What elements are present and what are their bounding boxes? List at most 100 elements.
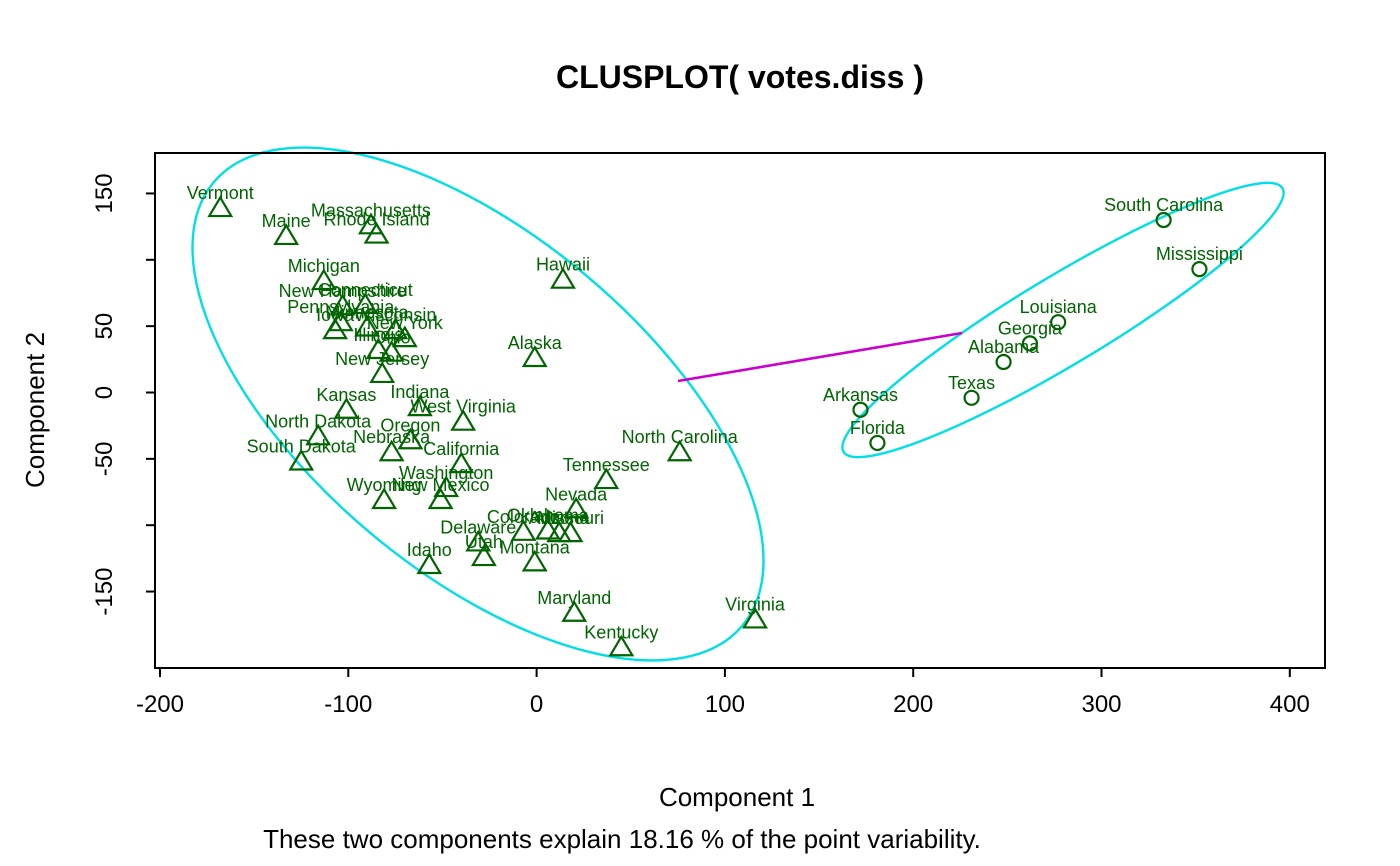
state-label: Tennessee [563,455,650,475]
state-label: Colorado [487,507,560,527]
state-marker [427,487,454,510]
state-label: Missouri [537,508,604,528]
y-axis-tick-label: 0 [91,386,118,399]
state-marker [557,520,584,543]
x-axis-tick-label: 0 [530,691,543,718]
state-label: Massachusetts [311,200,431,220]
state-label: New Jersey [335,349,429,369]
state-label: California [423,439,500,459]
y-axis-tick-label: 50 [91,313,118,340]
state-marker [963,389,980,406]
state-marker [391,325,418,348]
state-marker [433,475,460,498]
state-marker [382,317,409,340]
state-marker [550,267,576,289]
x-axis-tick-label: 200 [893,691,933,718]
state-label: Texas [948,373,995,393]
state-marker [1021,335,1039,352]
state-label: Arkansas [823,385,898,405]
state-marker [470,544,497,567]
state-label: Ohio [373,328,411,348]
state-label: Hawaii [536,255,590,275]
state-marker [608,634,635,657]
state-label: Florida [850,418,906,438]
state-label: Wyoming [347,475,422,495]
state-label: Maine [262,211,311,231]
y-axis-tick-label: -150 [91,568,118,616]
state-label: Minnesota [326,302,410,322]
state-marker [406,394,433,417]
x-axis-tick-label: 100 [705,691,745,718]
x-axis-tick-label: 300 [1081,691,1121,718]
state-marker [1191,260,1208,278]
state-marker [521,549,548,572]
state-marker [995,353,1012,371]
state-marker [369,361,396,384]
state-marker [1155,211,1172,229]
state-label: Vermont [187,183,254,203]
state-marker [305,423,332,446]
state-marker [371,487,398,510]
state-label: Virginia [725,594,786,614]
state-label: Connecticut [318,280,413,300]
state-marker [322,317,349,340]
state-label: Utah [465,532,503,552]
state-label: New Hampshire [279,281,407,301]
state-marker [354,314,381,337]
y-axis-title: Component 2 [20,332,50,488]
state-marker [378,340,405,362]
state-label: Iowa [316,305,355,325]
state-marker [563,496,590,519]
state-label: North Carolina [622,427,739,447]
state-label: Georgia [998,318,1063,338]
state-marker [465,529,492,552]
y-axis-tick-label: -50 [91,442,118,477]
state-marker [378,439,405,462]
state-label: South Carolina [1104,195,1224,215]
plot-box [154,152,1326,669]
state-label: South Dakota [247,437,357,457]
y-axis-tick-label: 150 [91,173,118,213]
cluster-connector-line [677,331,963,383]
state-label: North Dakota [265,411,372,431]
state-marker [510,519,537,541]
state-label: West Virginia [410,397,516,417]
cluster-ellipse [841,181,1285,459]
state-label: Mississippi [1156,244,1243,264]
state-label: Washington [399,463,493,483]
x-axis-tick-label: -200 [136,691,184,718]
state-marker [448,451,475,474]
state-marker [352,292,379,315]
state-label: Montana [500,537,571,557]
state-marker [534,517,561,540]
state-marker [397,427,424,450]
state-label: Nebraska [353,427,431,447]
state-marker [852,401,869,418]
x-axis-tick-label: -100 [324,691,372,718]
state-label: Nevada [545,484,608,504]
state-label: Rhode Island [324,210,430,230]
state-label: Alabama [968,337,1040,357]
state-marker [333,397,360,419]
x-axis-title: Component 1 [659,782,815,812]
state-marker [207,195,234,218]
state-label: New York [367,313,444,333]
state-marker [450,409,477,431]
state-label: Arizona [529,508,591,528]
state-marker [365,337,392,360]
state-marker [416,552,443,575]
state-label: Delaware [440,517,516,537]
state-marker [561,600,588,622]
caption-variability: These two components explain 18.16 % of … [263,824,981,854]
state-marker [521,345,548,368]
state-label: Maryland [537,588,611,608]
state-label: Michigan [288,256,360,276]
state-label: Idaho [407,540,452,560]
state-label: Oklahoma [507,506,590,526]
state-marker [742,606,768,629]
state-marker [869,434,886,452]
state-label: Kentucky [584,622,658,642]
state-label: Kansas [316,385,376,405]
